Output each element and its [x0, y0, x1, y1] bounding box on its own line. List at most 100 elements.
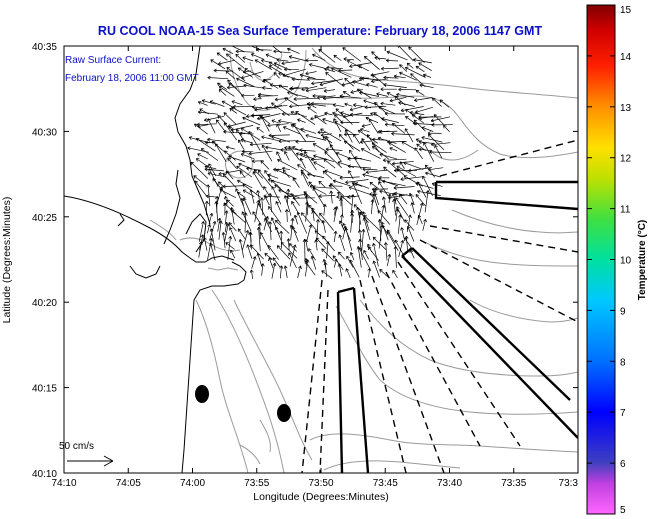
- colorbar-tick-label: 8: [620, 357, 626, 368]
- current-vector: [417, 181, 427, 198]
- current-vector: [344, 227, 353, 251]
- current-vector: [209, 100, 225, 107]
- current-vector: [334, 114, 343, 124]
- current-vector: [296, 211, 308, 234]
- current-vector: [392, 198, 397, 216]
- current-vector: [264, 196, 270, 206]
- current-vector: [382, 179, 406, 187]
- current-vector: [323, 158, 336, 169]
- current-vector: [362, 217, 371, 241]
- current-vector: [226, 67, 246, 82]
- current-vector: [411, 114, 425, 124]
- current-vector: [386, 253, 392, 267]
- current-vector: [371, 242, 379, 267]
- current-vector: [256, 127, 264, 133]
- current-vector: [209, 242, 216, 261]
- current-vector: [205, 194, 218, 199]
- current-vector: [417, 189, 441, 196]
- current-vector: [418, 62, 432, 72]
- current-vector: [398, 87, 417, 92]
- current-vector: [293, 214, 299, 225]
- current-vector: [399, 71, 417, 81]
- current-vector: [254, 106, 272, 112]
- colorbar-tick-label: 14: [620, 52, 632, 63]
- current-vector: [295, 139, 315, 144]
- y-tick-label: 40:10: [32, 469, 57, 480]
- current-vector: [372, 260, 380, 278]
- current-vector: [315, 237, 327, 250]
- current-vector: [424, 190, 430, 213]
- bathymetry-contour: [239, 419, 271, 465]
- current-vector: [268, 61, 282, 70]
- y-tick-label: 40:25: [32, 213, 57, 224]
- current-vector: [379, 269, 390, 279]
- current-vector: [236, 77, 255, 87]
- current-vector: [372, 193, 380, 213]
- current-vector: [361, 123, 371, 128]
- current-vector: [208, 163, 217, 177]
- current-vector: [400, 227, 405, 240]
- current-vector: [421, 126, 434, 132]
- current-vector: [272, 257, 281, 268]
- current-vector: [422, 175, 433, 197]
- channel-dashed-line: [419, 239, 578, 323]
- current-vector: [288, 55, 308, 62]
- current-vector: [222, 184, 244, 189]
- x-tick-label: 74:00: [180, 478, 205, 489]
- current-vector: [278, 119, 297, 125]
- current-vector: [287, 91, 309, 99]
- current-vector: [214, 143, 227, 163]
- current-vector: [366, 82, 378, 88]
- current-vector: [299, 73, 316, 79]
- coastline-segment: [185, 213, 207, 253]
- current-vector: [321, 270, 333, 279]
- current-vector: [284, 151, 290, 161]
- current-vector: [406, 225, 415, 242]
- current-vector: [343, 140, 361, 152]
- current-vector: [421, 135, 443, 143]
- coastline-segment: [181, 299, 195, 473]
- current-vector: [207, 75, 229, 80]
- channel-line: [337, 286, 355, 294]
- y-axis-label: Latitude (Degrees:Minutes): [1, 197, 13, 324]
- current-vector: [310, 101, 335, 106]
- bathymetry-contour: [359, 299, 578, 377]
- current-vector: [221, 100, 234, 108]
- current-vector: [393, 186, 415, 190]
- current-vector: [276, 151, 282, 161]
- current-vector: [202, 236, 208, 251]
- current-vector: [291, 77, 309, 82]
- current-vector: [217, 59, 235, 66]
- colorbar-tick-label: 7: [620, 408, 626, 419]
- current-vector: [324, 111, 333, 116]
- bathymetry-contour: [211, 289, 285, 473]
- x-tick-label: 73:45: [373, 478, 398, 489]
- current-vector: [433, 114, 444, 125]
- current-vector: [248, 231, 253, 250]
- current-vector: [218, 88, 227, 96]
- current-vector: [252, 171, 264, 189]
- current-vector: [243, 83, 264, 89]
- current-vector: [389, 146, 398, 152]
- current-vector: [391, 123, 406, 134]
- colorbar-tick-label: 13: [620, 103, 632, 114]
- current-vector: [383, 82, 407, 88]
- current-vector: [300, 127, 317, 134]
- current-vector: [326, 65, 343, 70]
- shipping-channels: [301, 139, 578, 473]
- current-vector: [325, 147, 343, 152]
- current-vector: [396, 168, 406, 177]
- current-vector: [261, 135, 282, 142]
- current-vector: [367, 267, 372, 278]
- current-vector: [368, 118, 379, 134]
- current-vector: [321, 220, 326, 233]
- current-vector: [314, 115, 327, 125]
- current-vector: [257, 94, 279, 99]
- current-vector: [306, 102, 326, 107]
- current-vector: [358, 247, 371, 269]
- current-vector: [339, 195, 344, 216]
- current-vector: [333, 206, 339, 222]
- current-vector: [338, 220, 346, 232]
- current-vector: [322, 203, 327, 216]
